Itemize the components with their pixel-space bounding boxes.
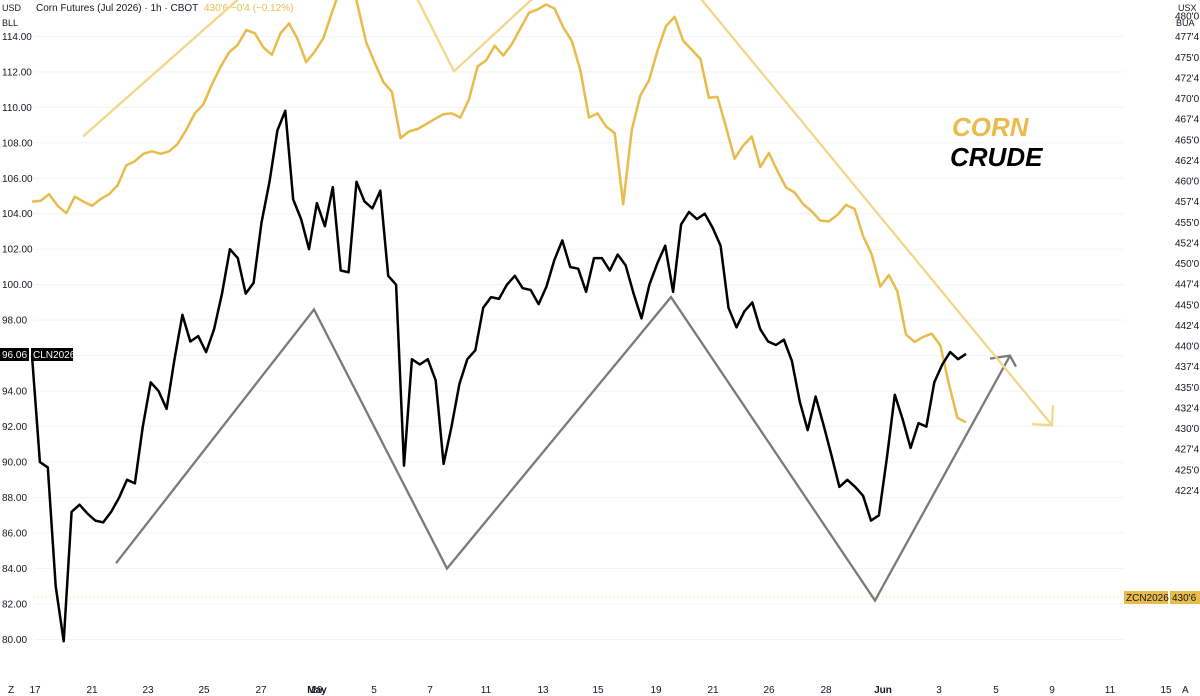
right-axis-tick: 442'4: [1175, 321, 1200, 332]
corn-last-price-tag: [1170, 591, 1200, 604]
crude-symbol-tag: [31, 348, 73, 361]
right-axis-tick: 432'4: [1175, 403, 1200, 414]
crude-last-price-tag: [0, 348, 29, 361]
right-axis-tick: 460'0: [1175, 177, 1200, 188]
time-axis-tick: 15: [592, 685, 604, 696]
crude-w-pattern-line[interactable]: [115, 295, 1012, 603]
legend-corn: CORN: [952, 112, 1030, 142]
left-axis-tick: 84.00: [2, 564, 27, 575]
right-axis-tick: 477'4: [1175, 32, 1200, 43]
right-axis-tick: 447'4: [1175, 280, 1200, 291]
time-axis-tick: May: [307, 685, 327, 696]
horizontal-gridlines: [34, 35, 1124, 640]
time-axis-tick: 5: [371, 685, 377, 696]
time-axis-tick: 21: [86, 685, 98, 696]
left-axis-tick: 112.00: [2, 67, 32, 78]
time-axis-tick: 19: [650, 685, 662, 696]
time-axis-left-corner: Z: [8, 685, 14, 696]
time-axis-tick: 3: [936, 685, 942, 696]
right-price-axis[interactable]: 422'4 425'0 427'4 430'0 432'4 435'0 437'4 440'0…: [1175, 0, 1200, 497]
time-axis-tick: 9: [1049, 685, 1055, 696]
left-axis-tick: 94.00: [2, 387, 27, 398]
right-axis-tick: 452'4: [1175, 238, 1200, 249]
crude-last-price-value: 96.06: [2, 350, 27, 361]
left-axis-tick: 100.00: [2, 280, 33, 291]
time-axis-tick: 5: [993, 685, 999, 696]
corn-symbol-label: ZCN2026: [1126, 593, 1169, 604]
left-axis-tick: 108.00: [2, 138, 33, 149]
corn-pattern-arrowhead: [1031, 405, 1055, 427]
time-axis-tick: 11: [481, 685, 492, 696]
left-unit-top: USD: [2, 3, 22, 13]
right-axis-tick: 440'0: [1175, 342, 1200, 353]
time-axis-tick: 23: [142, 685, 154, 696]
price-info: 430'6 −0'4 (−0.12%): [204, 3, 293, 14]
corn-price-line[interactable]: [31, 0, 967, 424]
time-axis-right-corner: A: [1182, 685, 1189, 696]
left-axis-tick: 86.00: [2, 529, 27, 540]
left-axis-tick: 88.00: [2, 493, 27, 504]
right-unit-top: USX: [1178, 3, 1197, 13]
corn-symbol-tag: [1124, 591, 1168, 604]
right-axis-tick: 482'4: [1175, 0, 1200, 2]
time-axis-tick: 21: [707, 685, 719, 696]
time-axis-tick: 28: [820, 685, 832, 696]
time-axis-tick: 15: [1160, 685, 1172, 696]
left-unit-bottom: BLL: [2, 18, 18, 28]
right-axis-tick: 427'4: [1175, 445, 1200, 456]
corn-last-price-value: 430'6: [1172, 593, 1197, 604]
symbol-title: Corn Futures (Jul 2026) · 1h · CBOT: [36, 3, 198, 14]
left-axis-tick: 92.00: [2, 422, 27, 433]
time-axis-tick: 26: [763, 685, 775, 696]
time-axis-tick: 25: [198, 685, 210, 696]
time-axis-tick: Jun: [874, 685, 892, 696]
right-axis-tick: 472'4: [1175, 73, 1200, 84]
corn-m-pattern-line[interactable]: [82, 0, 1053, 426]
right-axis-tick: 437'4: [1175, 362, 1200, 373]
right-axis-tick: 455'0: [1175, 218, 1200, 229]
left-axis-tick: 102.00: [2, 245, 33, 256]
left-axis-tick: 90.00: [2, 458, 27, 469]
right-axis-tick: 475'0: [1175, 53, 1200, 64]
right-axis-tick: 457'4: [1175, 197, 1200, 208]
right-axis-tick: 422'4: [1175, 486, 1200, 497]
right-axis-tick: 445'0: [1175, 300, 1200, 311]
right-axis-tick: 480'0: [1175, 12, 1200, 23]
right-axis-tick: 465'0: [1175, 135, 1200, 146]
left-axis-tick: 110.00: [2, 103, 32, 114]
left-axis-tick: 82.00: [2, 600, 27, 611]
right-axis-tick: 425'0: [1175, 465, 1200, 476]
time-axis-tick: 17: [29, 685, 41, 696]
left-axis-tick: 114.00: [2, 32, 32, 43]
right-unit-bottom: BUA: [1176, 18, 1195, 28]
right-axis-tick: 430'0: [1175, 424, 1200, 435]
left-price-axis[interactable]: 80.00 82.00 84.00 86.00 88.00 90.00 92.00 94.00…: [2, 32, 33, 646]
left-axis-tick: 80.00: [2, 635, 27, 646]
left-axis-tick: 104.00: [2, 209, 33, 220]
right-axis-tick: 462'4: [1175, 156, 1200, 167]
right-axis-tick: 470'0: [1175, 94, 1200, 105]
left-axis-tick: 98.00: [2, 316, 27, 327]
right-axis-tick: 435'0: [1175, 383, 1200, 394]
time-axis-tick: 27: [255, 685, 267, 696]
crude-price-line[interactable]: [30, 109, 967, 643]
time-axis-tick: 7: [427, 685, 433, 696]
right-axis-tick: 467'4: [1175, 115, 1200, 126]
right-axis-tick: 450'0: [1175, 259, 1200, 270]
legend-crude: CRUDE: [950, 142, 1043, 172]
time-axis-tick: 13: [537, 685, 549, 696]
left-axis-tick: 106.00: [2, 174, 33, 185]
time-axis-tick: 11: [1105, 685, 1116, 696]
time-axis-tick: 29: [311, 685, 323, 696]
crude-symbol-label: CLN2026: [33, 350, 76, 361]
